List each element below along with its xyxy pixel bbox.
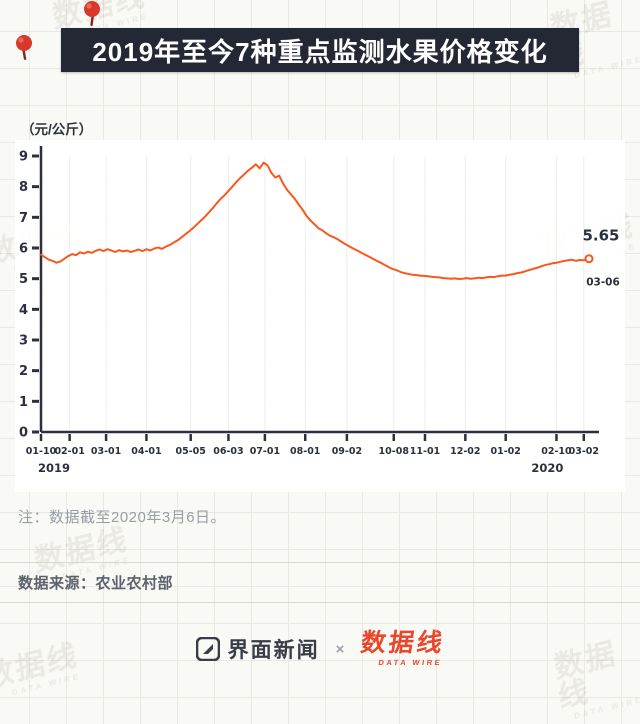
- y-tick-label: 3: [19, 334, 28, 349]
- end-marker: [584, 254, 594, 264]
- x-tick-label: 03-01: [91, 446, 121, 457]
- pushpin-icon: [12, 34, 36, 67]
- x-tick-label: 05-05: [175, 446, 205, 457]
- y-tick-label: 7: [19, 211, 28, 226]
- x-tick-label: 09-02: [332, 446, 362, 457]
- x-tick-label: 06-03: [213, 446, 243, 457]
- chart-panel: [15, 140, 625, 492]
- y-tick-label: 8: [19, 180, 28, 195]
- jiemian-icon: [195, 637, 220, 661]
- x-tick-label: 03-02: [569, 446, 599, 457]
- y-tick-label: 1: [19, 395, 28, 410]
- datawire-name: 数据线: [359, 629, 448, 657]
- end-value-label: 5.65: [582, 227, 619, 245]
- chart-title-bar: 2019年至今7种重点监测水果价格变化: [61, 28, 579, 72]
- end-date-label: 03-06: [586, 277, 620, 289]
- jiemian-name: 界面新闻: [227, 639, 320, 662]
- page-title: 2019年至今7种重点监测水果价格变化: [92, 36, 548, 67]
- chart-section: （元/公斤） 0 1 2 3 4 5 6 7 8 9 01-10 02-01 03-01 04-01 05-…: [15, 118, 625, 492]
- x-tick-label: 07-01: [250, 446, 280, 457]
- x-tick-label: 01-10: [26, 446, 57, 457]
- y-tick-label: 9: [19, 150, 28, 165]
- price-line: [40, 161, 590, 280]
- y-tick-label: 6: [19, 242, 28, 257]
- x-tick-label: 04-01: [131, 446, 161, 457]
- x-tick-label: 02-10: [541, 446, 572, 457]
- source-text: 数据来源：农业农村部: [18, 575, 174, 592]
- footer-logos: 界面新闻 × 数据线 DATA WIRE: [0, 604, 640, 694]
- x-tick-label: 02-01: [54, 446, 84, 457]
- y-tick-label: 4: [19, 303, 28, 318]
- y-tick-label: 0: [19, 426, 28, 441]
- y-tick-label: 5: [19, 272, 28, 287]
- watermark-subtext: DATA WIRE: [573, 694, 640, 721]
- x-tick-label: 12-02: [450, 446, 480, 457]
- x-tick-label: 08-01: [290, 446, 320, 457]
- footnote: 注：数据截至2020年3月6日。: [18, 509, 227, 526]
- x-tick-label: 10-08: [379, 446, 410, 457]
- year-label: 2019: [38, 461, 70, 475]
- x-tick-label: 11-01: [410, 446, 440, 457]
- x-tick-label: 01-02: [490, 446, 520, 457]
- datawire-logo: 数据线 DATA WIRE: [358, 629, 448, 667]
- y-axis-unit-label: （元/公斤）: [21, 122, 93, 137]
- jiemian-logo: 界面新闻: [195, 634, 320, 664]
- logo-separator: ×: [335, 640, 345, 658]
- y-tick-label: 2: [19, 364, 28, 379]
- datawire-subtitle: DATA WIRE: [378, 658, 444, 667]
- year-label: 2020: [531, 461, 563, 475]
- pushpin-icon: [80, 0, 104, 33]
- source-row: 数据来源：农业农村部: [0, 562, 640, 603]
